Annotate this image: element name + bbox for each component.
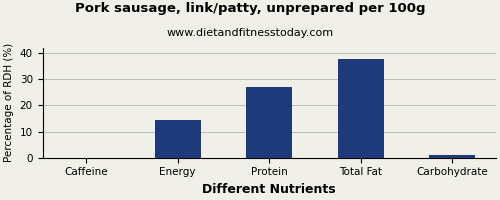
Text: www.dietandfitnesstoday.com: www.dietandfitnesstoday.com: [166, 28, 334, 38]
Text: Pork sausage, link/patty, unprepared per 100g: Pork sausage, link/patty, unprepared per…: [75, 2, 425, 15]
Bar: [338, 59, 384, 158]
Bar: [246, 87, 292, 158]
Bar: [430, 155, 475, 158]
Bar: [154, 120, 200, 158]
Y-axis label: Percentage of RDH (%): Percentage of RDH (%): [4, 43, 14, 162]
X-axis label: Different Nutrients: Different Nutrients: [202, 183, 336, 196]
